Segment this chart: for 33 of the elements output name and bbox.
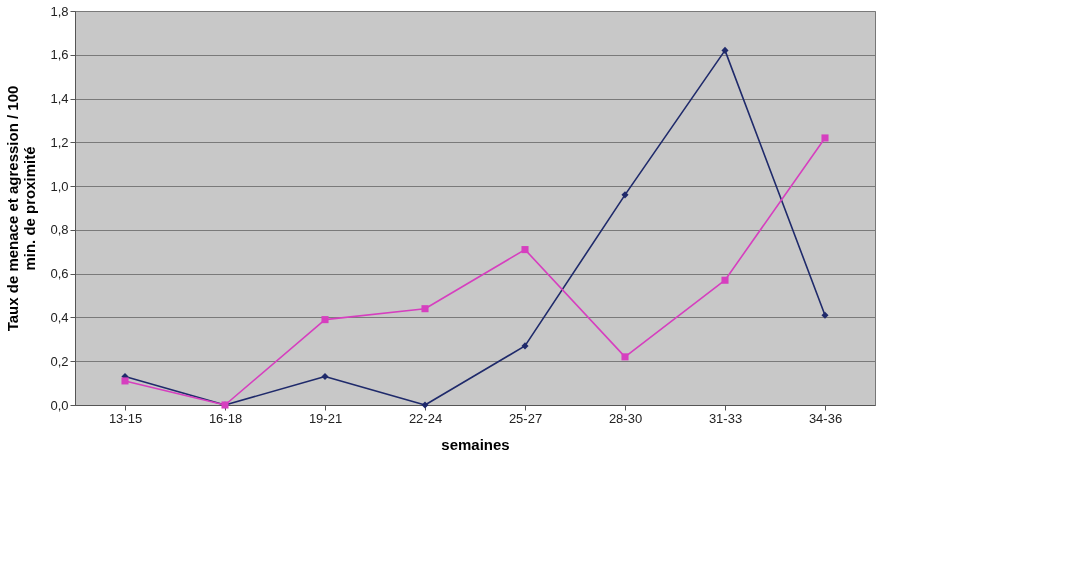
y-tick-label: 0,2 (50, 353, 69, 369)
x-tick-label: 22-24 (408, 410, 443, 426)
x-axis-title: semaines (441, 435, 510, 453)
y-tick-label: 0,0 (50, 397, 69, 413)
y-axis-title: Taux de menace et agression / 100 min. de proximité (4, 85, 39, 332)
x-tick-label: 34-36 (808, 410, 843, 426)
point (621, 191, 629, 199)
y-tick-label: 1,2 (50, 134, 69, 150)
y-tick-label: 0,6 (50, 266, 69, 282)
x-tick-label: 28-30 (608, 410, 643, 426)
point (421, 401, 429, 409)
point (421, 305, 429, 313)
x-tick-label: 31-33 (708, 410, 743, 426)
point (321, 373, 329, 381)
point (721, 46, 729, 54)
x-tick-label: 13-15 (108, 410, 143, 426)
y-tick-label: 0,4 (50, 309, 69, 325)
point (321, 316, 329, 324)
point (821, 311, 829, 319)
point (521, 342, 529, 350)
x-tick-label: 25-27 (508, 410, 543, 426)
x-tick-label: 19-21 (308, 410, 343, 426)
point (821, 134, 829, 142)
y-tick-label: 1,6 (50, 47, 69, 63)
point (721, 276, 729, 284)
y-tick-label: 1,4 (50, 91, 69, 107)
point (121, 377, 129, 385)
x-tick-label: 16-18 (208, 410, 243, 426)
point (521, 246, 529, 254)
y-tick-label: 0,8 (50, 222, 69, 238)
y-tick-label: 1,0 (50, 178, 69, 194)
point (621, 353, 629, 361)
y-tick-label: 1,8 (50, 3, 69, 19)
